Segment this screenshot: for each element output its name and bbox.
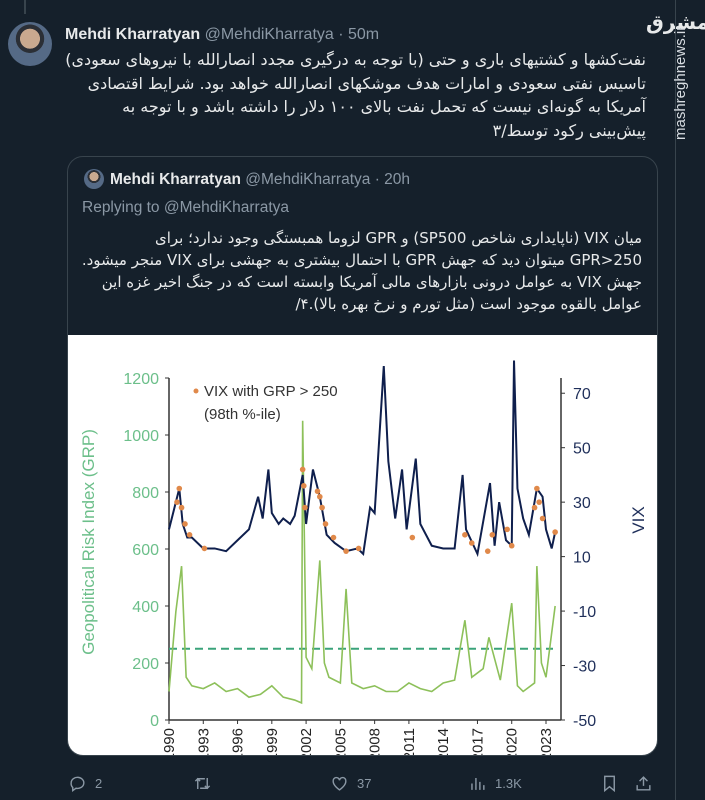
highlight-point [409,534,416,541]
highlight-point [186,532,193,538]
y-tick-label-left: 1200 [123,371,159,388]
highlight-point [319,504,325,511]
highlight-point [174,499,180,505]
y-tick-label-left: 600 [132,542,159,559]
quoted-time: · 20h [374,171,411,188]
highlight-point [552,529,558,535]
share-icon [636,776,651,791]
views-button[interactable]: 1.3K [468,774,522,793]
y-axis-label-left: Geopolitical Risk Index (GRP) [79,429,98,655]
share-button[interactable] [634,774,653,793]
x-tick-label: 2005 [332,728,349,755]
y-tick-label-left: 200 [132,656,159,673]
highlight-point [301,483,307,489]
bookmark-button[interactable] [600,774,619,793]
highlight-point [178,504,185,511]
reply-count: 2 [95,776,103,791]
highlight-point [484,548,491,554]
legend-label-2: (98th %-ile) [204,406,281,423]
highlight-point [322,521,329,527]
highlight-point [504,526,510,533]
like-button[interactable]: 37 [330,774,371,793]
views-count: 1.3K [495,776,522,791]
author-handle[interactable]: @MehdiKharratya [204,26,334,43]
highlight-point [330,534,337,541]
highlight-point [201,545,208,552]
column-divider [675,0,676,800]
gpr-line [168,420,556,705]
tweet-actions: 2 37 1.3K [0,770,675,798]
highlight-point [176,485,183,492]
y-tick-label-left: 0 [150,713,159,730]
y-tick-label-left: 800 [132,485,159,502]
highlight-point [317,493,323,500]
highlight-point [314,488,321,495]
legend-marker [193,388,199,394]
like-count: 37 [357,776,372,791]
quoted-handle: @MehdiKharratya [245,171,371,188]
x-tick-label: 2008 [367,728,384,755]
retweet-button[interactable] [193,774,212,793]
x-tick-label: 2020 [504,728,521,755]
reply-icon [70,776,85,793]
y-axis-label-right: VIX [629,506,648,533]
highlight-point [536,499,542,505]
quoted-header: Mehdi Kharratyan @MehdiKharratya · 20h [110,171,410,189]
tweet-header: Mehdi Kharratyan @MehdiKharratya · 50m [65,26,379,44]
avatar[interactable] [8,22,52,66]
highlight-point [539,515,546,522]
x-tick-label: 1993 [195,728,212,755]
y-tick-label-right: -10 [573,604,596,621]
retweet-icon [194,777,211,790]
watermark-site: mashreghnews.ir [672,25,689,140]
y-tick-label-right: 10 [573,550,591,567]
y-tick-label-right: -30 [573,659,596,676]
like-icon [332,776,347,791]
quoted-author-name: Mehdi Kharratyan [110,171,241,188]
tweet-time[interactable]: · 50m [338,26,380,43]
bookmark-icon [604,775,615,793]
x-tick-label: 2014 [435,728,452,755]
highlight-point [462,532,468,538]
y-tick-label-right: 30 [573,495,591,512]
highlight-point [508,542,515,549]
x-tick-label: 2011 [401,728,418,755]
legend-label: VIX with GRP > 250 [204,383,338,400]
y-tick-label-left: 400 [132,599,159,616]
highlight-point [468,540,475,546]
x-tick-label: 2002 [298,728,315,755]
author-name[interactable]: Mehdi Kharratyan [65,26,201,43]
highlight-point [302,504,308,511]
chart-image: 0 200 400 600 800 1000 1200 -50 -30 -10 10 30 50 70 19… [68,335,657,755]
y-tick-label-left: 1000 [123,428,159,445]
highlight-point [343,548,349,554]
x-tick-label: 2017 [469,728,486,755]
quoted-avatar [84,169,104,189]
x-tick-label: 1999 [264,728,281,755]
highlight-point [489,532,496,538]
y-tick-label-right: 50 [573,441,591,458]
x-tick-label: 1990 [161,728,178,755]
highlight-point [531,504,538,511]
highlight-point [182,521,188,527]
highlight-point [299,466,306,473]
highlight-point [355,545,362,552]
quoted-tweet[interactable]: Mehdi Kharratyan @MehdiKharratya · 20h R… [67,156,658,756]
chart: 0 200 400 600 800 1000 1200 -50 -30 -10 10 30 50 70 19… [79,360,648,755]
quoted-text: میان VIX (ناپایداری شاخص SP500) و GPR لز… [81,229,642,313]
reply-button[interactable]: 2 [68,774,102,793]
thread-line [24,0,26,14]
views-icon [471,777,485,790]
highlight-point [534,485,540,492]
y-tick-label-right: -50 [573,713,596,730]
replying-to: Replying to @MehdiKharratya [82,199,290,216]
x-tick-label: 1996 [230,728,247,755]
x-tick-label: 2023 [538,728,555,755]
y-tick-label-right: 70 [573,386,591,403]
tweet-text: نفت‌کشها و کشتیهای باری و حتی (با توجه ب… [65,50,646,140]
